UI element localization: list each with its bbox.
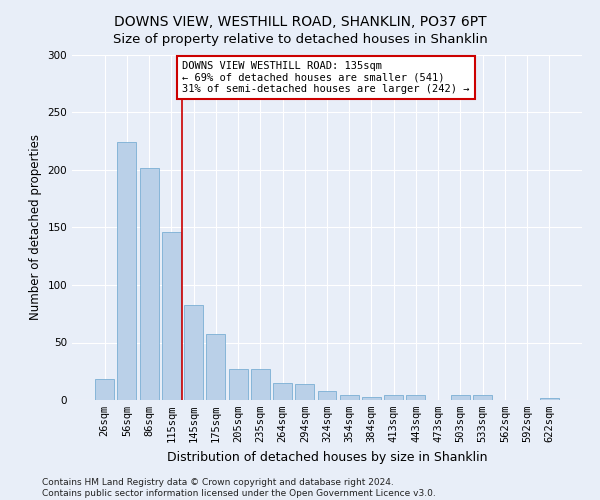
Bar	[406, 396, 425, 400]
Bar	[340, 396, 359, 400]
Bar	[162, 232, 181, 400]
Bar	[118, 142, 136, 400]
Bar	[251, 369, 270, 400]
Bar	[540, 398, 559, 400]
Text: Size of property relative to detached houses in Shanklin: Size of property relative to detached ho…	[113, 32, 487, 46]
Text: DOWNS VIEW WESTHILL ROAD: 135sqm
← 69% of detached houses are smaller (541)
31% : DOWNS VIEW WESTHILL ROAD: 135sqm ← 69% o…	[182, 60, 470, 94]
Bar	[140, 168, 158, 400]
Text: Contains HM Land Registry data © Crown copyright and database right 2024.
Contai: Contains HM Land Registry data © Crown c…	[42, 478, 436, 498]
Bar	[473, 396, 492, 400]
Bar	[95, 380, 114, 400]
Bar	[451, 396, 470, 400]
Bar	[273, 383, 292, 400]
Text: DOWNS VIEW, WESTHILL ROAD, SHANKLIN, PO37 6PT: DOWNS VIEW, WESTHILL ROAD, SHANKLIN, PO3…	[113, 15, 487, 29]
Bar	[295, 384, 314, 400]
X-axis label: Distribution of detached houses by size in Shanklin: Distribution of detached houses by size …	[167, 450, 487, 464]
Bar	[362, 396, 381, 400]
Bar	[184, 304, 203, 400]
Bar	[384, 396, 403, 400]
Bar	[206, 334, 225, 400]
Y-axis label: Number of detached properties: Number of detached properties	[29, 134, 42, 320]
Bar	[317, 391, 337, 400]
Bar	[229, 369, 248, 400]
